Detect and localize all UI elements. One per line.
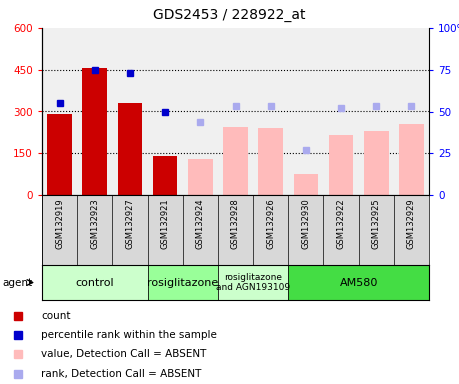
- Bar: [288, 265, 429, 300]
- Text: rosiglitazone
and AGN193109: rosiglitazone and AGN193109: [216, 273, 290, 292]
- Text: value, Detection Call = ABSENT: value, Detection Call = ABSENT: [41, 349, 207, 359]
- Text: control: control: [75, 278, 114, 288]
- Bar: [83, 68, 107, 195]
- Text: GSM132921: GSM132921: [161, 199, 170, 249]
- Bar: [258, 128, 283, 195]
- Bar: [399, 124, 424, 195]
- Bar: [364, 131, 388, 195]
- Bar: [147, 265, 218, 300]
- Bar: [223, 127, 248, 195]
- Text: agent: agent: [2, 278, 33, 288]
- Bar: [42, 265, 147, 300]
- Text: GSM132924: GSM132924: [196, 199, 205, 249]
- Text: rank, Detection Call = ABSENT: rank, Detection Call = ABSENT: [41, 369, 202, 379]
- Bar: [188, 159, 213, 195]
- Text: GSM132925: GSM132925: [372, 199, 381, 249]
- Bar: [118, 103, 142, 195]
- Text: GSM132919: GSM132919: [55, 199, 64, 249]
- Bar: [218, 265, 288, 300]
- Text: percentile rank within the sample: percentile rank within the sample: [41, 330, 217, 340]
- Text: GSM132929: GSM132929: [407, 199, 416, 249]
- Bar: [47, 114, 72, 195]
- Text: GSM132923: GSM132923: [90, 199, 99, 249]
- Text: GSM132928: GSM132928: [231, 199, 240, 249]
- Text: AM580: AM580: [340, 278, 378, 288]
- Bar: [329, 135, 353, 195]
- Text: GSM132926: GSM132926: [266, 199, 275, 249]
- Bar: [294, 174, 318, 195]
- Text: GSM132930: GSM132930: [302, 199, 310, 249]
- Text: GSM132927: GSM132927: [125, 199, 134, 249]
- Text: rosiglitazone: rosiglitazone: [147, 278, 218, 288]
- Text: GDS2453 / 228922_at: GDS2453 / 228922_at: [153, 8, 306, 22]
- Text: count: count: [41, 311, 71, 321]
- Bar: [153, 156, 178, 195]
- Text: GSM132922: GSM132922: [336, 199, 346, 249]
